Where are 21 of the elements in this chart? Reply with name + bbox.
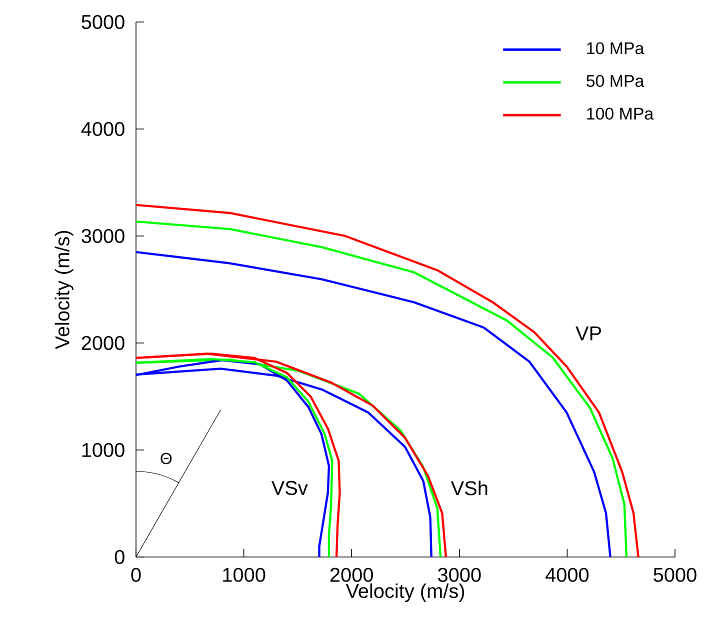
y-axis-title: Velocity (m/s) [54, 230, 74, 350]
x-tick-label: 1000 [223, 568, 266, 582]
y-tick-label: 0 [114, 550, 124, 564]
x-axis-title: Velocity (m/s) [346, 583, 464, 602]
y-tick-label: 4000 [81, 122, 124, 136]
y-tick-label: 3000 [82, 228, 124, 244]
x-tick-label: 5000 [654, 568, 696, 582]
y-tick-label: 2000 [82, 336, 124, 350]
y-tick-label: 1000 [82, 442, 124, 458]
x-tick-label: 0 [131, 568, 141, 582]
y-tick-label: 5000 [82, 14, 124, 30]
annotation: VP [576, 326, 601, 340]
annotation: VSh [450, 480, 488, 496]
annotation: Θ [160, 452, 172, 464]
x-tick-label: 2000 [330, 568, 373, 582]
legend-label: 10 MPa [587, 42, 644, 54]
legend-label: 100 MPa [587, 108, 654, 120]
x-tick-label: 4000 [545, 568, 589, 582]
x-tick-label: 3000 [438, 568, 481, 582]
legend-label: 50 MPa [586, 74, 644, 87]
annotation: VSv [271, 480, 308, 496]
